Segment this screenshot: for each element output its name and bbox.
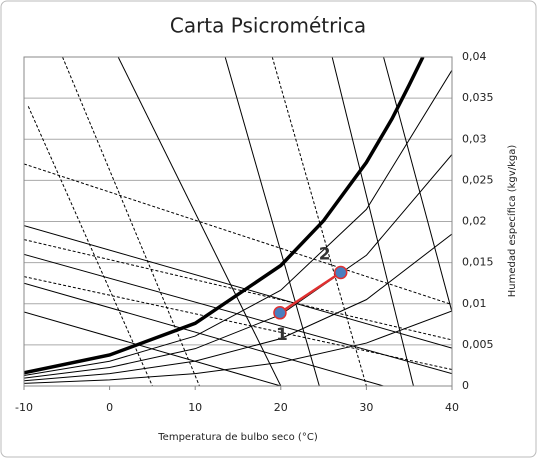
chart-title: Carta Psicrométrica <box>170 14 366 38</box>
chart-line <box>24 253 452 375</box>
process-point <box>273 306 287 320</box>
chart-line <box>24 276 452 371</box>
y-tick-label: 0,01 <box>462 297 487 310</box>
chart-line <box>24 163 452 306</box>
chart-line <box>24 154 452 379</box>
y-tick-label: 0 <box>462 379 469 392</box>
chart-line <box>24 282 384 386</box>
point-label: 2 <box>319 244 331 264</box>
curves <box>24 57 452 386</box>
x-tick-label: 10 <box>188 401 202 414</box>
chart-line <box>24 311 281 386</box>
point-label: 1 <box>276 325 288 345</box>
y-tick-label: 0,005 <box>462 338 494 351</box>
y-tick-label: 0,025 <box>462 173 494 186</box>
y-tick-label: 0,03 <box>462 132 487 145</box>
process-line <box>279 271 342 314</box>
y-tick-label: 0,02 <box>462 215 487 228</box>
chart-line <box>24 69 452 376</box>
chart-line <box>271 57 367 386</box>
x-tick-label: 0 <box>106 401 113 414</box>
y-tick-label: 0,015 <box>462 256 494 269</box>
x-axis-label: Temperatura de bulbo seco (°C) <box>157 432 318 443</box>
process-point <box>333 265 348 280</box>
chart-line <box>27 106 153 386</box>
plot-frame <box>23 56 453 387</box>
chart-line <box>383 57 452 313</box>
chart-line <box>24 233 452 382</box>
chart-line <box>24 239 452 341</box>
y-tick-label: 0,035 <box>462 91 494 104</box>
x-tick-label: -10 <box>15 401 33 414</box>
x-tick-label: 20 <box>274 401 288 414</box>
chart-line <box>62 57 200 386</box>
x-tick-label: 30 <box>359 401 373 414</box>
chart-line <box>24 310 452 384</box>
y-axis-label: Humedad específica (kgv/kga) <box>506 145 518 298</box>
y-tick-label: 0,04 <box>462 50 487 63</box>
chart-line <box>117 57 282 386</box>
chart-line <box>331 57 414 386</box>
chart-line <box>224 57 320 386</box>
chart-line <box>24 225 452 349</box>
x-tick-label: 40 <box>445 401 459 414</box>
